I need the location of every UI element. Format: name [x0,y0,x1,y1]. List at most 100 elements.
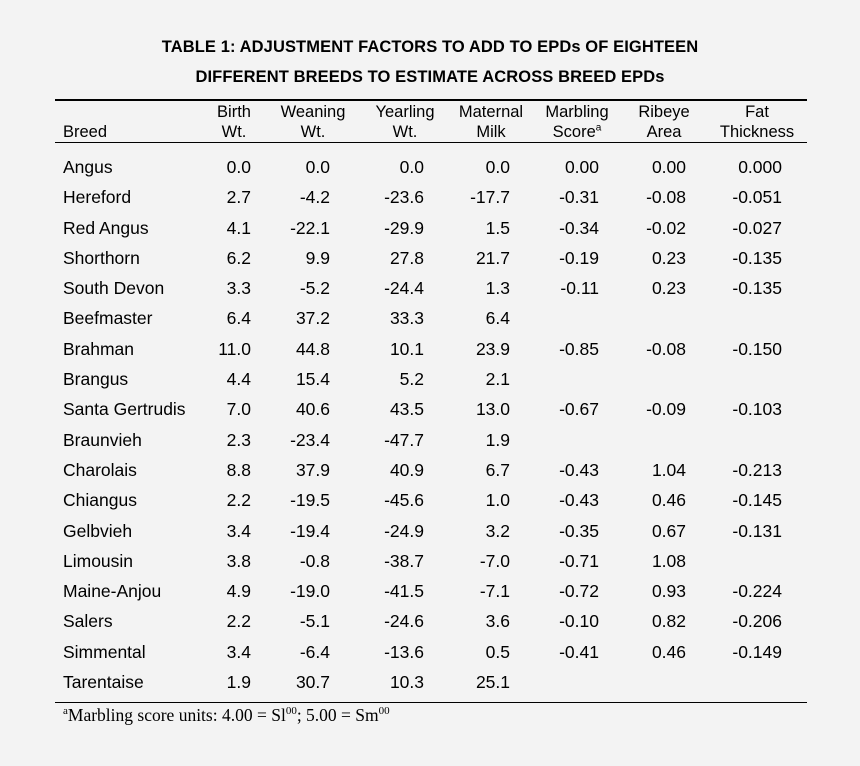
cell-marbling-score: -0.19 [559,247,599,268]
table-row: Hereford 2.7 -4.2 -23.6 -17.7 -0.31 -0.08 -0.05… [0,183,860,213]
header-ribeye-line2: Area [646,123,682,141]
cell-breed: Gelbvieh [63,520,133,541]
header-weaning-line2: Wt. [300,123,326,141]
cell-ribeye-area: -0.08 [646,187,686,208]
header-marbling-line2: Scorea [527,122,627,142]
cell-birth-wt: 2.7 [226,187,251,208]
cell-yearling-wt: 0.0 [399,157,424,177]
bottom-rule [55,702,807,703]
cell-birth-wt: 1.9 [226,672,251,693]
cell-breed: Hereford [63,187,132,208]
cell-yearling-wt: -24.6 [384,611,424,632]
cell-breed: Brahman [63,338,135,359]
cell-weaning-wt: 0.0 [305,157,330,177]
header-breed: Breed [63,123,108,141]
cell-birth-wt: 4.1 [226,217,251,238]
cell-birth-wt: 8.8 [226,459,251,480]
cell-maternal-milk: -7.0 [479,550,510,571]
cell-maternal-milk: 1.5 [485,217,510,238]
cell-yearling-wt: 40.9 [389,459,424,480]
cell-maternal-milk: 6.4 [485,308,510,329]
cell-yearling-wt: 27.8 [389,247,424,268]
cell-yearling-wt: -41.5 [384,581,424,602]
cell-marbling-score: -0.43 [559,459,599,480]
cell-birth-wt: 2.2 [226,611,251,632]
cell-ribeye-area: 0.23 [651,247,686,268]
table-row: Simmental 3.4 -6.4 -13.6 0.5 -0.41 0.46 -0.149 [0,638,860,668]
cell-maternal-milk: 3.6 [485,611,510,632]
cell-yearling-wt: -24.4 [384,278,424,299]
cell-maternal-milk: -7.1 [479,581,510,602]
cell-birth-wt: 3.4 [226,641,251,662]
cell-yearling-wt: -29.9 [384,217,424,238]
cell-maternal-milk: 1.9 [485,429,510,450]
footnote-text-1: Marbling score units: 4.00 = Sl [67,705,286,725]
table-row: Tarentaise 1.9 30.7 10.3 25.1 [0,668,860,698]
cell-yearling-wt: -13.6 [384,641,424,662]
cell-ribeye-area: 0.46 [651,490,686,511]
cell-fat-thickness: -0.135 [732,278,782,299]
header-birth-wt: Birth Wt. [184,102,284,142]
cell-weaning-wt: -6.4 [299,641,330,662]
cell-weaning-wt: 44.8 [295,338,330,359]
footnote-text-2: ; 5.00 = Sm [296,705,379,725]
cell-weaning-wt: -5.2 [299,278,330,299]
table-row: Braunvieh 2.3 -23.4 -47.7 1.9 [0,426,860,456]
header-ribeye-area: Ribeye Area [614,102,714,142]
cell-fat-thickness: -0.051 [732,187,782,208]
header-fat-line1: Fat [745,103,769,121]
cell-breed: Simmental [63,641,146,662]
cell-maternal-milk: 23.9 [475,338,510,359]
cell-fat-thickness: -0.135 [732,247,782,268]
cell-marbling-score: -0.43 [559,490,599,511]
cell-weaning-wt: 37.2 [295,308,330,329]
cell-weaning-wt: 9.9 [305,247,330,268]
cell-marbling-score: -0.31 [559,187,599,208]
header-yearling-wt: Yearling Wt. [355,102,455,142]
cell-maternal-milk: 1.0 [485,490,510,511]
cell-marbling-score: -0.10 [559,611,599,632]
table-row: Shorthorn 6.2 9.9 27.8 21.7 -0.19 0.23 -0.135 [0,244,860,274]
cell-breed: Brangus [63,369,129,390]
cell-birth-wt: 6.2 [226,247,251,268]
cell-breed: Maine-Anjou [63,581,162,602]
footnote: aMarbling score units: 4.00 = Sl00; 5.00… [63,705,390,726]
cell-marbling-score: -0.71 [559,550,599,571]
cell-birth-wt: 7.0 [226,399,251,420]
header-marbling-line1: Marbling [545,103,609,121]
cell-breed: Salers [63,611,113,632]
table-row: Brangus 4.4 15.4 5.2 2.1 [0,365,860,395]
table-row: Red Angus 4.1 -22.1 -29.9 1.5 -0.34 -0.02 -0.02… [0,214,860,244]
cell-weaning-wt: -19.4 [290,520,330,541]
cell-marbling-score: -0.72 [559,581,599,602]
table-row: Beefmaster 6.4 37.2 33.3 6.4 [0,304,860,334]
header-maternal-line1: Maternal [458,103,524,121]
cell-fat-thickness: -0.206 [732,611,782,632]
cell-marbling-score: -0.11 [560,278,599,299]
cell-maternal-milk: 0.0 [485,157,510,177]
cell-fat-thickness: -0.131 [732,520,782,541]
cell-marbling-score: -0.85 [559,338,599,359]
cell-ribeye-area: 1.08 [651,550,686,571]
header-ribeye-line1: Ribeye [638,103,690,121]
cell-breed: Charolais [63,459,137,480]
cell-maternal-milk: 0.5 [485,641,510,662]
cell-marbling-score: -0.34 [559,217,599,238]
table-row: Gelbvieh 3.4 -19.4 -24.9 3.2 -0.35 0.67 -0.131 [0,517,860,547]
header-birth-line2: Wt. [221,123,247,141]
header-yearling-line2: Wt. [392,123,418,141]
cell-breed: Limousin [63,550,134,571]
cell-yearling-wt: 10.3 [389,672,424,693]
cell-maternal-milk: 21.7 [475,247,510,268]
cell-ribeye-area: 1.04 [651,459,686,480]
cell-marbling-score: -0.67 [559,399,599,420]
cell-breed: Braunvieh [63,429,142,450]
cell-maternal-milk: 13.0 [475,399,510,420]
cell-maternal-milk: 1.3 [485,278,510,299]
cell-birth-wt: 4.9 [226,581,251,602]
table-row: Chiangus 2.2 -19.5 -45.6 1.0 -0.43 0.46 -0.145 [0,486,860,516]
header-fat-thickness: Fat Thickness [707,102,807,142]
cell-fat-thickness: 0.000 [738,157,782,177]
cell-fat-thickness: -0.149 [732,641,782,662]
cell-maternal-milk: -17.7 [470,187,510,208]
